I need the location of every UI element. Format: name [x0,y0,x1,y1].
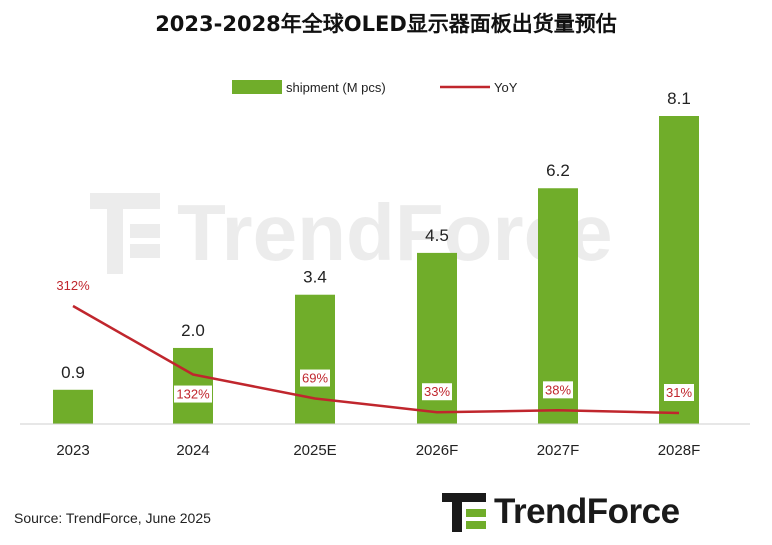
legend-swatch-shipment [232,80,282,94]
x-tick-2025E: 2025E [293,442,336,459]
yoy-label-bg-2024 [174,385,212,403]
bar-value-label-2026F: 4.5 [425,226,449,245]
legend: shipment (M pcs) YoY [232,80,518,95]
trendforce-logo: TrendForce [440,490,740,534]
yoy-series [72,304,680,415]
source-note: Source: TrendForce, June 2025 [14,510,211,526]
legend-label-yoy: YoY [494,80,518,95]
bar-value-label-2025E: 3.4 [303,268,327,287]
bar-value-label-2024: 2.0 [181,321,205,340]
yoy-label-bg-2026F [422,383,452,401]
bar-series [53,116,699,424]
x-tick-2024: 2024 [176,442,209,459]
logo-text: TrendForce [494,492,680,531]
yoy-value-label-2027F: 38% [545,382,571,397]
yoy-line [72,304,680,415]
chart-title: 2023-2028年全球OLED显示器面板出货量预估 [155,12,617,36]
yoy-value-label-2024: 132% [176,387,210,402]
trendforce-watermark-mark [90,193,160,274]
yoy-value-label-2028F: 31% [666,385,692,400]
x-tick-2026F: 2026F [416,442,459,459]
bar-2023 [53,389,93,424]
yoy-label-bg-2023 [54,277,92,294]
chart-area: shipment (M pcs) YoY 0.9 2.0 3.4 4.5 6.2 8.1 31… [20,80,750,459]
bar-2028F [659,116,699,424]
bar-value-label-2028F: 8.1 [667,89,691,108]
bar-value-label-2027F: 6.2 [546,161,570,180]
legend-label-shipment: shipment (M pcs) [286,80,386,95]
yoy-value-label-2023: 312% [56,278,90,293]
yoy-label-bg-2028F [664,384,694,401]
bar-2025E [295,294,335,424]
x-tick-2027F: 2027F [537,442,580,459]
yoy-value-label-2025E: 69% [302,371,328,386]
bar-value-label-2023: 0.9 [61,363,85,382]
data-labels: 0.9 2.0 3.4 4.5 6.2 8.1 312% 132% 69% 33% 38% 31% [54,89,694,403]
x-tick-2023: 2023 [56,442,89,459]
x-tick-2028F: 2028F [658,442,701,459]
x-axis-ticks: 2023 2024 2025E 2026F 2027F 2028F [56,442,700,459]
yoy-label-bg-2027F [543,381,573,399]
trendforce-logo-mark [442,493,486,532]
yoy-label-bg-2025E [300,369,330,387]
yoy-value-label-2026F: 33% [424,384,450,399]
